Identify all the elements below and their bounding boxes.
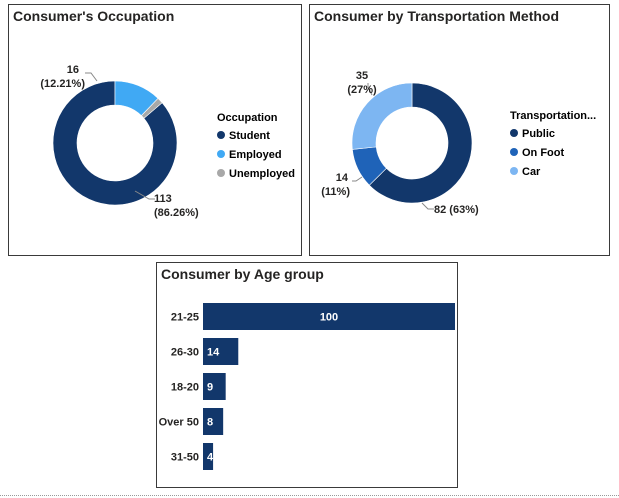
transport-legend-title: Transportation... <box>510 110 596 122</box>
transport-legend-marker <box>510 129 518 137</box>
transport-slice-car[interactable] <box>351 82 413 150</box>
age-chart: 21-25 100 26-30 14 18-20 9 Over 50 8 31-50 4 <box>159 303 455 470</box>
age-title: Consumer by Age group <box>161 266 324 282</box>
transport-legend-marker <box>510 167 518 175</box>
occupation-legend-marker <box>217 169 225 177</box>
transport-label-public: 82 (63%) <box>434 204 479 216</box>
occupation-legend-item-student: Student <box>229 130 270 142</box>
age-bar-26-30[interactable] <box>203 338 239 365</box>
transport-chart: 82 (63%) 14 (11%) 35 (27%) Transportation... P… <box>321 70 596 216</box>
occupation-slice-unemployed[interactable] <box>140 97 163 119</box>
occupation-label-student-percent: (86.26%) <box>154 207 199 219</box>
occupation-label-employed-value: 16 <box>67 64 79 76</box>
occupation-slice-student[interactable] <box>52 80 178 206</box>
age-tick-18-20: 18-20 <box>171 382 199 394</box>
transport-legend-item-car: Car <box>522 166 541 178</box>
age-bar-21-25[interactable] <box>203 303 455 330</box>
transport-legend-marker <box>510 148 518 156</box>
age-data-label-31-50: 4 <box>207 452 214 464</box>
age-data-label-over-50: 8 <box>207 417 213 429</box>
occupation-label-employed-percent: (12.21%) <box>40 78 85 90</box>
occupation-legend-title: Occupation <box>217 112 278 124</box>
transport-label-onfoot-value: 14 <box>336 172 349 184</box>
transport-label-car-value: 35 <box>356 70 368 82</box>
transport-label-car-percent: (27%) <box>347 84 377 96</box>
occupation-legend-marker <box>217 131 225 139</box>
transport-label-onfoot-percent: (11%) <box>321 186 350 198</box>
age-bar-31-50[interactable] <box>203 443 214 470</box>
transport-panel: Consumer by Transportation Method 82 (63… <box>309 4 610 256</box>
transport-leader-public <box>421 202 434 210</box>
occupation-chart: 113 (86.26%) 16 (12.21%) Occupation Student Em… <box>40 64 295 219</box>
age-data-label-21-25: 100 <box>320 312 338 324</box>
transport-title: Consumer by Transportation Method <box>314 8 560 24</box>
transport-legend-item-public: Public <box>522 128 555 140</box>
occupation-leader-employed <box>85 72 98 82</box>
occupation-panel: Consumer's Occupation 113 (86.26%) 16 (12.2… <box>8 4 302 256</box>
transport-leader-car <box>367 83 373 96</box>
age-tick-over-50: Over 50 <box>159 417 199 429</box>
age-data-label-26-30: 14 <box>207 347 220 359</box>
transport-legend-item-on-foot: On Foot <box>522 147 564 159</box>
occupation-leader-student <box>134 190 155 200</box>
page-divider <box>0 495 619 496</box>
age-bar-18-20[interactable] <box>203 373 226 400</box>
occupation-legend-item-unemployed: Unemployed <box>229 168 295 180</box>
age-tick-31-50: 31-50 <box>171 452 199 464</box>
occupation-title: Consumer's Occupation <box>13 8 175 24</box>
age-bar-over-50[interactable] <box>203 408 224 435</box>
occupation-legend-item-employed: Employed <box>229 149 282 161</box>
transport-leader-onfoot <box>352 176 363 182</box>
age-tick-26-30: 26-30 <box>171 347 199 359</box>
age-data-label-18-20: 9 <box>207 382 213 394</box>
age-panel: Consumer by Age group 21-25 100 26-30 14 18-… <box>156 262 458 488</box>
transport-slice-public[interactable] <box>368 82 473 204</box>
occupation-legend-marker <box>217 150 225 158</box>
age-tick-21-25: 21-25 <box>171 312 199 324</box>
occupation-label-student-value: 113 <box>154 193 172 205</box>
